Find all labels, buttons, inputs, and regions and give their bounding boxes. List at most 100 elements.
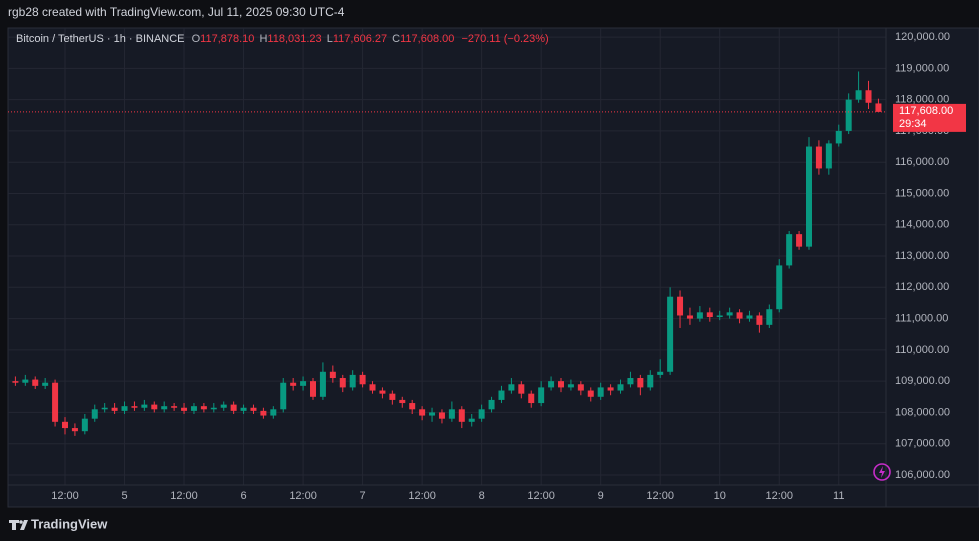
candles <box>12 71 882 436</box>
candle-body <box>260 410 267 416</box>
candle-body <box>429 412 436 416</box>
candle-body <box>131 406 138 408</box>
ohlc-key: C <box>392 33 400 45</box>
y-tick-label: 110,000.00 <box>895 344 949 356</box>
candle-body <box>835 130 842 144</box>
legend: Bitcoin / TetherUS · 1h · BINANCE O117,8… <box>16 33 549 45</box>
candle-body <box>200 406 207 410</box>
last-price-label: 117,608.00 <box>899 105 953 117</box>
ohlc-value: 117,878.10 <box>200 33 254 45</box>
candle-body <box>706 312 713 318</box>
credit: rgb28 created with TradingView.com, Jul … <box>8 5 345 19</box>
x-tick-label: 12:00 <box>289 490 317 502</box>
grid <box>8 28 886 485</box>
y-tick-label: 113,000.00 <box>895 250 949 262</box>
x-tick-label: 9 <box>598 490 604 502</box>
candle-body <box>796 234 803 247</box>
candle-body <box>558 381 564 388</box>
candle-body <box>825 143 832 169</box>
candle-body <box>181 407 188 411</box>
candle-body <box>498 390 505 400</box>
candle-body <box>161 406 168 410</box>
x-tick-label: 12:00 <box>646 490 674 502</box>
candle-body <box>409 403 416 410</box>
candle-body <box>617 384 624 391</box>
candle-body <box>686 315 693 319</box>
ohlc-value: 117,606.27 <box>333 33 387 45</box>
x-tick-label: 12:00 <box>170 490 198 502</box>
chart-pane <box>7 27 979 508</box>
y-tick-label: 106,000.00 <box>895 469 950 481</box>
ohlc-key: H <box>259 33 267 45</box>
candle-body <box>438 412 445 419</box>
candle-body <box>359 374 366 385</box>
y-tick-label: 114,000.00 <box>895 219 949 231</box>
candle-body <box>190 406 197 411</box>
candle-body <box>756 315 763 325</box>
x-tick-label: 10 <box>714 490 726 502</box>
change: −270.11 (−0.23%) <box>461 33 548 45</box>
candle-body <box>329 371 336 379</box>
x-tick-label: 12:00 <box>51 490 79 502</box>
y-tick-label: 108,000.00 <box>895 406 950 418</box>
candle-body <box>766 309 773 325</box>
x-tick-label: 6 <box>240 490 246 502</box>
candle-body <box>657 371 664 375</box>
candle-body <box>567 384 574 388</box>
candle-body <box>300 381 307 386</box>
y-tick-label: 119,000.00 <box>895 62 949 74</box>
candle-body <box>716 315 723 318</box>
y-tick-label: 107,000.00 <box>895 438 950 450</box>
countdown: 29:34 <box>899 118 927 130</box>
candle-body <box>637 378 644 388</box>
x-tick-label: 12:00 <box>408 490 436 502</box>
candle-body <box>91 409 98 419</box>
brand: TradingView <box>31 516 108 531</box>
candle-body <box>379 390 386 394</box>
candle-body <box>508 384 515 391</box>
candle-body <box>855 90 862 100</box>
candle-body <box>865 90 872 103</box>
ohlc-key: O <box>192 33 201 45</box>
candle-body <box>696 312 703 319</box>
candle-body <box>111 407 118 411</box>
candle-body <box>627 378 634 385</box>
candle-body <box>171 406 178 408</box>
x-tick-label: 7 <box>360 490 366 502</box>
candle-body <box>141 404 148 408</box>
candle-body <box>32 379 39 386</box>
y-tick-label: 109,000.00 <box>895 375 950 387</box>
candle-body <box>647 374 654 388</box>
x-tick-label: 5 <box>121 490 127 502</box>
candle-body <box>776 265 783 310</box>
candle-body <box>12 381 19 383</box>
candle-body <box>220 404 227 408</box>
candle-body <box>319 371 326 397</box>
candle-body <box>389 393 396 400</box>
candle-body <box>458 409 465 422</box>
y-tick-label: 118,000.00 <box>895 94 949 106</box>
x-tick-label: 12:00 <box>527 490 555 502</box>
x-tick-label: 12:00 <box>765 490 793 502</box>
candle-body <box>677 296 684 316</box>
candle-body <box>548 381 555 388</box>
candle-body <box>121 406 128 411</box>
y-tick-label: 112,000.00 <box>895 281 949 293</box>
last-price-tag <box>893 103 966 132</box>
candle-body <box>597 387 604 397</box>
candle-body <box>280 382 287 410</box>
alert-icon[interactable] <box>873 463 891 481</box>
candle-body <box>270 409 277 416</box>
candle-body <box>577 384 584 391</box>
y-tick-label: 120,000.00 <box>895 31 950 43</box>
candle-body <box>726 312 733 316</box>
candle-body <box>339 378 346 388</box>
candle-body <box>42 382 49 386</box>
candle-body <box>448 409 455 419</box>
candle-body <box>468 418 475 422</box>
candle-body <box>875 103 882 112</box>
candle-body <box>210 407 217 410</box>
y-tick-label: 111,000.00 <box>895 312 948 324</box>
candle-body <box>815 146 822 169</box>
